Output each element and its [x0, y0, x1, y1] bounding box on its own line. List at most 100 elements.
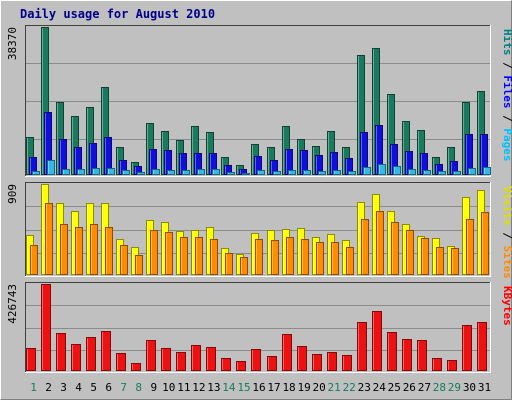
x-tick-label-day-24: 24	[373, 381, 387, 394]
bar-kbytes-day-11	[176, 352, 186, 371]
bar-pages-day-30	[468, 168, 476, 175]
x-tick-label-day-23: 23	[358, 381, 371, 394]
x-tick-label-day-18: 18	[282, 381, 295, 394]
bar-pages-day-21	[333, 170, 341, 175]
x-tick-label-day-22: 22	[343, 381, 356, 394]
bar-sites-day-25	[391, 222, 399, 275]
bar-pages-day-22	[348, 171, 356, 175]
bar-kbytes-day-3	[56, 333, 66, 371]
x-tick-label-day-27: 27	[418, 381, 431, 394]
bar-pages-day-11	[182, 170, 190, 175]
panel-hits-files-pages-ymax-label: 38370	[6, 27, 19, 60]
bar-sites-day-31	[481, 212, 489, 275]
panel-visits-sites-legend: Visits / Sites	[501, 186, 512, 279]
bar-sites-day-19	[301, 239, 309, 275]
bar-pages-day-20	[318, 171, 326, 175]
x-tick-label-day-16: 16	[252, 381, 265, 394]
legend-entry: /	[501, 226, 512, 246]
bar-sites-day-5	[90, 224, 98, 275]
legend-entry: Files	[501, 75, 512, 108]
bar-kbytes-day-1	[26, 348, 36, 371]
bar-sites-day-18	[286, 237, 294, 275]
bar-sites-day-11	[180, 237, 188, 275]
legend-entry: Visits	[501, 186, 512, 226]
bar-pages-day-13	[212, 169, 220, 175]
bar-kbytes-day-23	[357, 322, 367, 371]
bar-sites-day-30	[466, 219, 474, 275]
bar-sites-day-8	[135, 255, 143, 275]
bar-sites-day-15	[240, 257, 248, 275]
bar-sites-day-12	[195, 237, 203, 275]
legend-entry: KBytes	[501, 286, 512, 326]
x-tick-label-day-29: 29	[448, 381, 461, 394]
bar-sites-day-6	[105, 227, 113, 275]
bar-sites-day-14	[225, 253, 233, 275]
bar-pages-day-16	[257, 170, 265, 175]
bar-sites-day-16	[255, 239, 263, 275]
x-tick-label-day-25: 25	[388, 381, 401, 394]
bar-sites-day-23	[361, 219, 369, 275]
x-tick-label-day-15: 15	[237, 381, 250, 394]
x-tick-label-day-11: 11	[177, 381, 190, 394]
bar-kbytes-day-22	[342, 355, 352, 371]
bar-sites-day-27	[421, 238, 429, 275]
bar-sites-day-22	[346, 247, 354, 275]
bar-kbytes-day-2	[41, 284, 51, 371]
x-tick-label-day-13: 13	[207, 381, 220, 394]
bar-kbytes-day-7	[116, 353, 126, 371]
bar-sites-day-1	[30, 245, 38, 275]
bar-kbytes-day-17	[267, 356, 277, 371]
x-tick-label-day-19: 19	[297, 381, 310, 394]
bar-sites-day-10	[165, 232, 173, 275]
x-tick-label-day-1: 1	[30, 381, 37, 394]
bar-sites-day-29	[451, 248, 459, 275]
bar-sites-day-7	[120, 245, 128, 275]
bar-pages-day-12	[197, 169, 205, 175]
bar-pages-day-17	[273, 171, 281, 175]
chart-title: Daily usage for August 2010	[20, 7, 215, 21]
x-tick-label-day-28: 28	[433, 381, 446, 394]
bar-pages-day-5	[92, 168, 100, 175]
bar-kbytes-day-31	[477, 322, 487, 371]
x-tick-label-day-2: 2	[45, 381, 52, 394]
legend-entry: Sites	[501, 246, 512, 279]
bar-pages-day-10	[167, 170, 175, 175]
bar-kbytes-day-29	[447, 360, 457, 371]
bar-kbytes-day-14	[221, 358, 231, 371]
legend-entry: /	[501, 109, 512, 129]
x-tick-label-day-12: 12	[192, 381, 205, 394]
bar-pages-day-26	[408, 169, 416, 175]
bar-sites-day-20	[316, 242, 324, 275]
bar-pages-day-29	[453, 171, 461, 175]
x-tick-label-day-31: 31	[478, 381, 491, 394]
x-tick-label-day-6: 6	[105, 381, 112, 394]
bar-kbytes-day-15	[236, 361, 246, 371]
bar-kbytes-day-13	[206, 347, 216, 371]
x-tick-label-day-4: 4	[75, 381, 82, 394]
legend-entry: /	[501, 56, 512, 76]
bar-sites-day-13	[210, 239, 218, 275]
bar-kbytes-day-12	[191, 345, 201, 371]
bar-pages-day-1	[32, 171, 40, 175]
x-tick-label-day-21: 21	[328, 381, 341, 394]
bar-sites-day-3	[60, 224, 68, 275]
bar-pages-day-31	[483, 167, 491, 175]
x-tick-label-day-17: 17	[267, 381, 280, 394]
bar-pages-day-25	[393, 166, 401, 175]
bar-kbytes-day-5	[86, 337, 96, 371]
bar-sites-day-21	[331, 242, 339, 275]
bar-sites-day-9	[150, 230, 158, 275]
bar-pages-day-3	[62, 169, 70, 175]
x-tick-label-day-7: 7	[120, 381, 127, 394]
bar-kbytes-day-4	[71, 344, 81, 371]
bar-sites-day-4	[75, 227, 83, 275]
bar-pages-day-24	[378, 164, 386, 175]
x-tick-label-day-26: 26	[403, 381, 416, 394]
bar-kbytes-day-9	[146, 340, 156, 371]
bar-sites-day-17	[271, 240, 279, 275]
bar-pages-day-28	[438, 171, 446, 175]
bar-kbytes-day-26	[402, 339, 412, 371]
bar-kbytes-day-28	[432, 358, 442, 371]
legend-entry: Hits	[501, 29, 512, 56]
bar-kbytes-day-21	[327, 352, 337, 371]
